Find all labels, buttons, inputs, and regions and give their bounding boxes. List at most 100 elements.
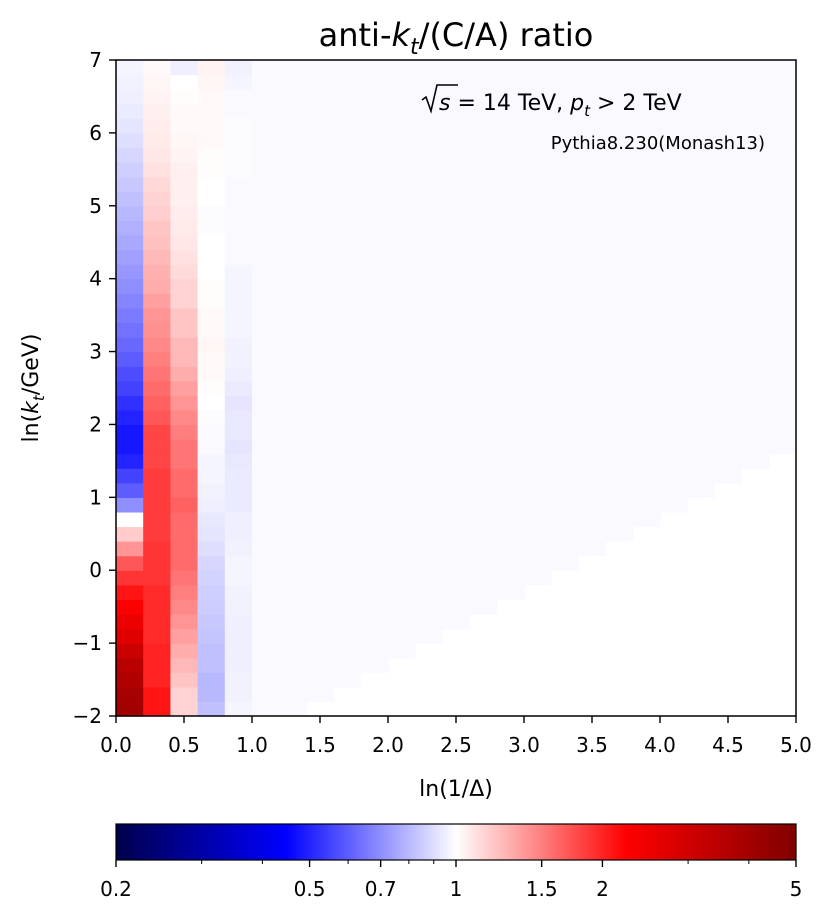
heatmap-cell (660, 74, 688, 90)
heatmap-cell (442, 89, 471, 105)
heatmap-cell (687, 205, 715, 221)
heatmap-cell (578, 351, 607, 367)
x-tick-label: 2.5 (440, 733, 472, 757)
heatmap-cell (224, 60, 253, 76)
heatmap-cell (660, 366, 688, 382)
x-tick-label: 2.0 (372, 733, 404, 757)
heatmap-cell (252, 686, 280, 703)
heatmap-cell (388, 278, 416, 294)
heatmap-cell (714, 264, 743, 280)
heatmap-cell (170, 599, 199, 615)
heatmap-cell (197, 657, 226, 673)
heatmap-cell (224, 482, 253, 498)
heatmap-cell (469, 570, 498, 586)
heatmap-cell (306, 395, 335, 411)
heatmap-cell (333, 570, 362, 586)
heatmap-cell (632, 176, 661, 192)
heatmap-cell (632, 322, 661, 338)
heatmap-cell (632, 293, 661, 309)
heatmap-cell (197, 468, 226, 484)
heatmap-cell (687, 439, 715, 455)
heatmap-cell (279, 118, 307, 134)
heatmap-cell (741, 366, 770, 382)
heatmap-cell (741, 293, 770, 309)
heatmap-cell (496, 526, 525, 542)
heatmap-cell (415, 511, 443, 528)
heatmap-cell (496, 60, 525, 76)
heatmap-cell (578, 409, 607, 426)
chart-title: anti-kt/(C/A) ratio (319, 16, 594, 60)
heatmap-cell (143, 482, 171, 498)
heatmap-cell (578, 220, 607, 236)
heatmap-cell (524, 176, 552, 192)
heatmap-cell (578, 264, 607, 280)
heatmap-cell (741, 234, 770, 251)
heatmap-cell (551, 176, 579, 192)
heatmap-cell (360, 191, 389, 207)
heatmap-cell (197, 497, 226, 513)
heatmap-cell (524, 526, 552, 542)
heatmap-cell (605, 482, 634, 498)
heatmap-cell (116, 453, 144, 469)
heatmap-cell (496, 468, 525, 484)
heatmap-cell (224, 103, 253, 119)
heatmap-cell (551, 336, 579, 353)
heatmap-cell (551, 351, 579, 367)
heatmap-cell (524, 307, 552, 323)
heatmap-cell (496, 191, 525, 207)
heatmap-cell (551, 89, 579, 105)
heatmap-cell (116, 89, 144, 105)
heatmap-cell (442, 220, 471, 236)
heatmap-cell (252, 511, 280, 528)
heatmap-cell (116, 468, 144, 484)
heatmap-cell (415, 584, 443, 600)
heatmap-cell (170, 672, 199, 688)
heatmap-cell (524, 468, 552, 484)
heatmap-cell (415, 220, 443, 236)
heatmap-cell (143, 351, 171, 367)
colorbar-tick-label: 0.2 (100, 877, 132, 901)
heatmap-cell (360, 439, 389, 455)
heatmap-cell (442, 191, 471, 207)
heatmap-cell (333, 584, 362, 600)
heatmap-cell (605, 526, 634, 542)
heatmap-cell (116, 176, 144, 192)
heatmap-cell (306, 672, 335, 688)
heatmap-cell (170, 570, 199, 586)
heatmap-cell (224, 205, 253, 221)
heatmap-cell (442, 118, 471, 134)
heatmap-cell (551, 103, 579, 119)
heatmap-cell (170, 497, 199, 513)
heatmap-cell (279, 205, 307, 221)
heatmap-cell (170, 584, 199, 600)
heatmap-cell (197, 409, 226, 426)
annotation-generator: Pythia8.230(Monash13) (551, 133, 765, 154)
heatmap-cell (197, 395, 226, 411)
heatmap-cell (388, 249, 416, 265)
heatmap-cell (496, 234, 525, 251)
heatmap-cell (224, 220, 253, 236)
heatmap-cell (469, 249, 498, 265)
heatmap-cell (388, 468, 416, 484)
heatmap-cell (306, 234, 335, 251)
heatmap-cell (306, 220, 335, 236)
heatmap-cell (197, 511, 226, 528)
heatmap-cell (360, 307, 389, 323)
heatmap-cell (524, 264, 552, 280)
heatmap-cell (197, 293, 226, 309)
heatmap-cell (170, 555, 199, 571)
heatmap-cell (741, 162, 770, 178)
heatmap-cell (197, 584, 226, 600)
heatmap-cell (252, 482, 280, 498)
heatmap-cell (306, 293, 335, 309)
heatmap-cell (224, 555, 253, 571)
heatmap-cell (333, 657, 362, 673)
heatmap-cell (116, 701, 144, 717)
heatmap-cell (279, 176, 307, 192)
heatmap-cell (116, 278, 144, 294)
heatmap-cell (605, 147, 634, 163)
heatmap-cell (605, 205, 634, 221)
heatmap-cell (469, 468, 498, 484)
heatmap-cell (279, 293, 307, 309)
heatmap-cell (496, 89, 525, 105)
